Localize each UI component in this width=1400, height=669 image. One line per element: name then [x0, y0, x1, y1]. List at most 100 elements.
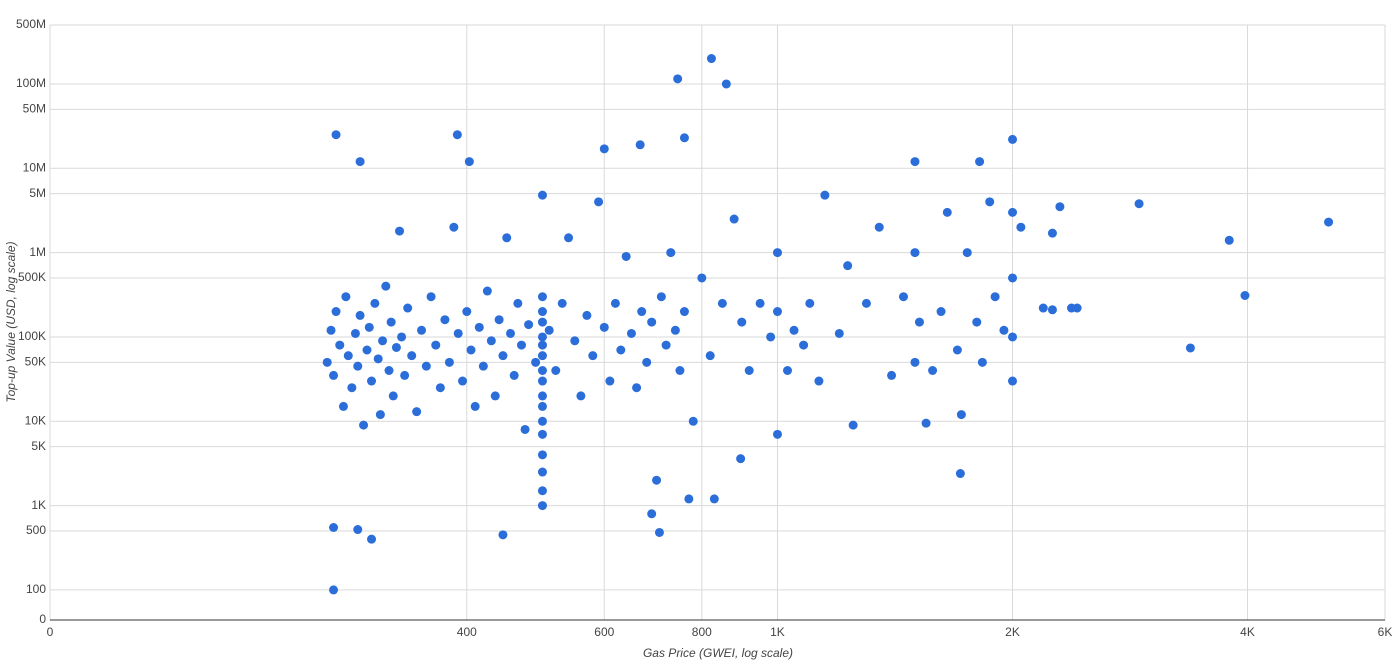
- data-point: [537, 429, 547, 439]
- data-point: [355, 310, 365, 320]
- data-point: [772, 429, 782, 439]
- data-point: [544, 325, 554, 335]
- data-point: [706, 54, 716, 64]
- data-point: [632, 383, 642, 393]
- data-point: [673, 74, 683, 84]
- data-point: [679, 133, 689, 143]
- data-point: [381, 281, 391, 291]
- data-point: [509, 370, 519, 380]
- data-point: [478, 361, 488, 371]
- data-point: [367, 376, 377, 386]
- data-point: [370, 298, 380, 308]
- data-point: [599, 322, 609, 332]
- data-point: [1224, 235, 1234, 245]
- data-point: [464, 157, 474, 167]
- data-point: [537, 340, 547, 350]
- data-point: [666, 248, 676, 258]
- data-point: [977, 357, 987, 367]
- data-point: [1008, 332, 1018, 342]
- data-point: [322, 357, 332, 367]
- data-point: [329, 522, 339, 532]
- data-point: [375, 410, 385, 420]
- data-point: [594, 197, 604, 207]
- data-point: [642, 357, 652, 367]
- x-axis-title: Gas Price (GWEI, log scale): [643, 646, 793, 660]
- data-point: [647, 317, 657, 327]
- data-point: [537, 501, 547, 511]
- data-point: [551, 365, 561, 375]
- x-tick-label: 800: [692, 625, 712, 639]
- data-point: [1324, 217, 1334, 227]
- data-point: [985, 197, 995, 207]
- data-point: [921, 418, 931, 428]
- data-point: [564, 233, 574, 243]
- data-point: [576, 391, 586, 401]
- data-point: [588, 351, 598, 361]
- data-point: [616, 345, 626, 355]
- data-point: [570, 336, 580, 346]
- data-point: [426, 292, 436, 302]
- data-point: [537, 401, 547, 411]
- data-point: [972, 317, 982, 327]
- data-point: [834, 328, 844, 338]
- data-point: [444, 357, 454, 367]
- data-point: [820, 190, 830, 200]
- data-point: [391, 342, 401, 352]
- data-point: [341, 292, 351, 302]
- data-point: [737, 317, 747, 327]
- y-tick-label: 5K: [31, 439, 46, 453]
- data-point: [684, 494, 694, 504]
- y-tick-label: 50K: [25, 354, 46, 368]
- y-axis-title: Top-up Value (USD, log scale): [4, 241, 18, 402]
- x-tick-label: 400: [457, 625, 477, 639]
- data-point: [637, 307, 647, 317]
- data-point: [1072, 303, 1082, 313]
- data-point: [910, 248, 920, 258]
- data-point: [431, 340, 441, 350]
- y-tick-label: 500: [26, 523, 46, 537]
- data-point: [364, 322, 374, 332]
- y-tick-label: 0: [39, 612, 46, 626]
- data-point: [688, 416, 698, 426]
- data-point: [599, 144, 609, 154]
- data-point: [384, 365, 394, 375]
- data-point: [449, 222, 459, 232]
- x-tick-label: 2K: [1005, 625, 1020, 639]
- data-point: [621, 251, 631, 261]
- data-point: [610, 298, 620, 308]
- data-point: [350, 328, 360, 338]
- data-point: [898, 292, 908, 302]
- data-point: [914, 317, 924, 327]
- data-point: [709, 494, 719, 504]
- data-point: [717, 298, 727, 308]
- data-point: [395, 226, 405, 236]
- y-tick-label: 100K: [18, 329, 46, 343]
- data-point: [513, 298, 523, 308]
- y-tick-label: 1M: [29, 245, 46, 259]
- data-point: [805, 298, 815, 308]
- data-point: [1047, 228, 1057, 238]
- data-point: [990, 292, 1000, 302]
- data-point: [516, 340, 526, 350]
- data-point: [736, 454, 746, 464]
- data-point: [470, 401, 480, 411]
- y-tick-label: 100: [26, 582, 46, 596]
- y-tick-label: 500M: [16, 17, 46, 31]
- data-point: [498, 530, 508, 540]
- data-point: [705, 351, 715, 361]
- data-point: [848, 420, 858, 430]
- data-point: [952, 345, 962, 355]
- y-tick-label: 5M: [29, 186, 46, 200]
- data-point: [486, 336, 496, 346]
- data-point: [679, 307, 689, 317]
- data-point: [388, 391, 398, 401]
- data-point: [537, 365, 547, 375]
- data-point: [537, 292, 547, 302]
- data-point: [799, 340, 809, 350]
- data-point: [755, 298, 765, 308]
- data-point: [635, 140, 645, 150]
- data-point: [942, 207, 952, 217]
- data-point: [1047, 305, 1057, 315]
- data-point: [789, 325, 799, 335]
